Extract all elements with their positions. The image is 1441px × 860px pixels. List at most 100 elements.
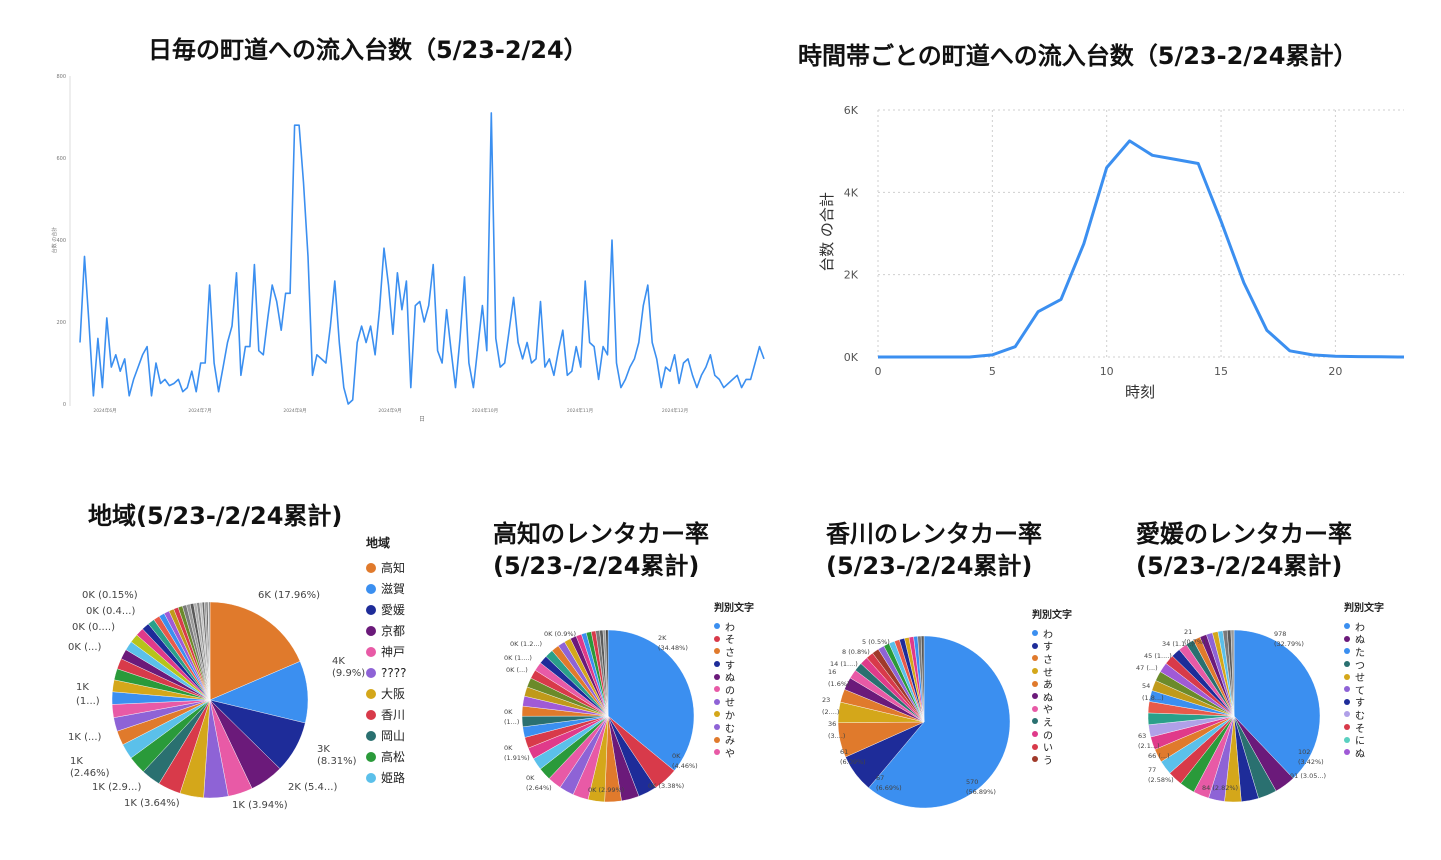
ehime-legend-item: す [1344,696,1384,709]
kochi-data-label: 0K (1....) [504,654,532,662]
kagawa-legend-label: え [1043,717,1053,729]
region-legend-label: 京都 [381,624,406,638]
region-pie-chart: 6K (17.96%)4K(9.9%)3K(8.31%)2K (5.4...)1… [68,590,365,811]
hourly-y-tick-label: 4K [844,186,859,199]
hourly-x-tick-label: 20 [1328,365,1342,378]
region-legend-label: 大阪 [381,687,406,701]
region-legend-item: 大阪 [366,683,406,704]
kochi-legend-swatch [714,736,720,743]
ehime-data-label: 63 [1138,732,1146,740]
kochi-legend-label: や [725,748,735,760]
kagawa-legend-swatch [1032,655,1038,662]
kagawa-legend-item: う [1032,753,1072,767]
ehime-legend-label: そ [1355,723,1365,735]
kagawa-legend-item: さ [1032,652,1072,666]
kochi-legend-label: わ [725,622,735,634]
ehime-legend-item: ぬ [1344,633,1384,646]
region-legend-item: 高松 [366,746,406,767]
kagawa-data-label: 67 [876,774,884,782]
daily-chart-title: 日毎の町道への流入台数（5/23-2/24） [148,36,588,64]
kochi-chart-title: 高知のレンタカー率 (5/23-/2/24累計) [493,518,709,582]
kagawa-data-label: 570 [966,778,978,786]
ehime-data-label: 66 (...) [1148,752,1170,760]
region-legend-label: 岡山 [381,729,406,743]
hourly-line-chart: 0K 2K 4K 6K 0 5 10 15 20 時刻 台数 の合計 [818,104,1405,401]
ehime-data-label: 45 (1....) [1144,652,1172,660]
kagawa-data-label: (6.09%) [840,758,866,766]
region-legend-swatch [366,688,376,699]
kochi-legend-swatch [714,749,720,756]
ehime-data-label: (0.7%) [1184,638,1206,646]
region-data-label: 0K (0.4...) [86,606,135,617]
ehime-legend-label: て [1355,685,1365,697]
ehime-legend-swatch [1344,711,1350,718]
region-legend-swatch [366,625,376,636]
kagawa-pie-slice [920,635,925,723]
kochi-legend-swatch [714,661,720,668]
kochi-data-label: 2K [658,634,667,642]
ehime-data-label: 34 (1.1...) [1162,640,1194,648]
ehime-legend-swatch [1344,698,1350,705]
kochi-pie-chart: 2K (34.48%) 0K (4.46%) 0K (3.38%) 0K (2.99%) 0… [504,629,698,803]
region-legend-swatch [366,604,376,615]
kagawa-legend: 判別文字わすさせあぬやえのいう [1032,606,1072,767]
region-data-label: 6K (17.96%) [258,590,320,601]
region-legend-swatch [366,730,376,741]
kochi-data-label: 0K [526,774,535,782]
ehime-legend-item: ぬ [1344,746,1384,760]
daily-y-tick-label: 400 [56,238,66,244]
hourly-y-tick-label: 6K [844,104,859,117]
region-legend-swatch [366,583,376,594]
hourly-chart-title: 時間帯ごとの町道への流入台数（5/23-2/24累計） [798,42,1358,70]
hourly-y-axis-title: 台数 の合計 [818,192,836,272]
ehime-data-label: (1.8...) [1142,694,1164,702]
ehime-data-label: (2.58%) [1148,776,1174,784]
ehime-legend-label: ぬ [1355,635,1365,647]
kochi-legend-label: の [725,685,735,697]
kochi-data-label: (4.46%) [672,762,698,770]
daily-y-tick-label: 600 [56,156,66,162]
ehime-legend-label: む [1355,710,1365,722]
ehime-legend-item: わ [1344,620,1384,634]
region-pie-slice [209,601,301,701]
region-legend-item: 滋賀 [366,578,406,599]
ehime-data-label: 84 (2.82%) [1202,784,1238,792]
kagawa-legend-swatch [1032,668,1038,675]
ehime-legend-label: つ [1355,660,1365,672]
kochi-legend-item: か [714,708,754,722]
ehime-legend-item: せ [1344,670,1384,684]
kagawa-legend-item: す [1032,640,1072,653]
region-legend-item: 神戸 [366,641,406,662]
region-data-label: 1K [70,756,83,767]
kagawa-legend-swatch [1032,718,1038,725]
region-legend-label: 姫路 [381,771,406,785]
kagawa-legend-label: う [1043,755,1053,767]
kochi-legend-swatch [714,698,720,705]
ehime-chart-title: 愛媛のレンタカー率 (5/23-/2/24累計) [1136,518,1352,582]
kochi-legend-item: や [714,746,754,760]
kochi-legend-label: か [725,710,735,722]
daily-x-tick-label: 2024年8月 [283,407,306,414]
kagawa-pie-chart: 570 (56.89%) 67 (6.69%) 61 (6.09%) 36 (3....) 23… [822,635,1011,809]
kochi-legend-swatch [714,623,720,630]
kochi-legend-label: そ [725,635,735,647]
kagawa-legend-item: え [1032,715,1072,729]
region-data-label: 4K [332,656,345,667]
ehime-legend-swatch [1344,635,1350,642]
ehime-legend-label: た [1355,647,1365,659]
kochi-data-label: 0K (1.2...) [510,640,542,648]
kochi-legend-item: み [714,733,754,747]
region-legend-label: 滋賀 [381,582,406,596]
daily-x-tick-label: 2024年7月 [188,407,211,414]
daily-x-tick-label: 2024年12月 [662,407,688,414]
region-legend-item: 高知 [366,557,406,578]
region-data-label: 1K [76,682,89,693]
kochi-legend-title: 判別文字 [714,603,754,614]
kagawa-legend-label: さ [1043,654,1053,666]
region-data-label: 1K (3.64%) [124,798,180,809]
daily-line-chart: 0 200 400 600 800 台数 の合計 2024年6月 2024年7月 2024年8月… [51,74,765,423]
region-legend-swatch [366,562,376,573]
kochi-legend-item: そ [714,633,754,646]
kochi-legend-label: せ [725,698,735,710]
ehime-legend-swatch [1344,749,1350,756]
